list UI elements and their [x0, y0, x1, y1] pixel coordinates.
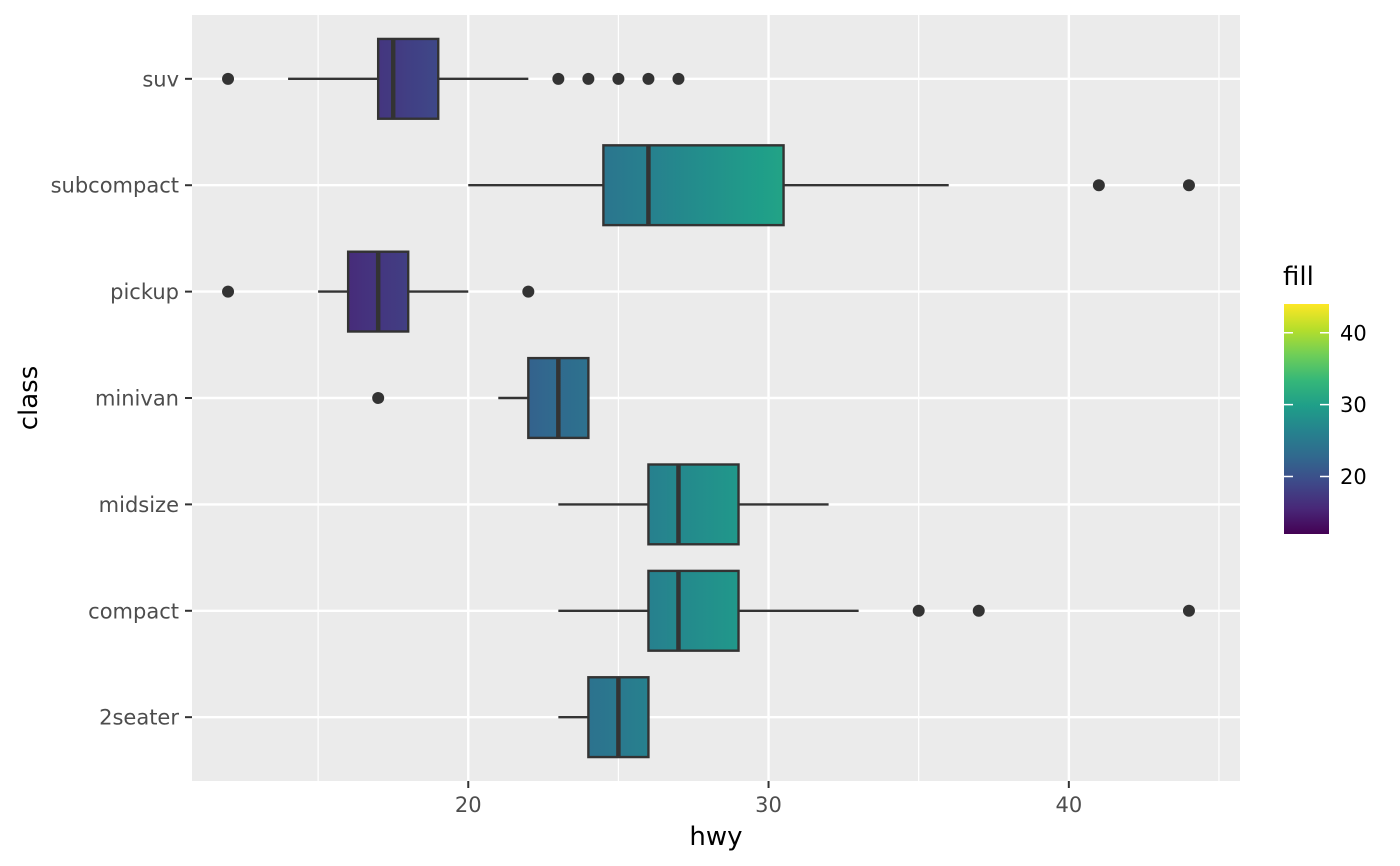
x-axis: 20 30 40 — [455, 781, 1082, 817]
legend-break-label: 40 — [1340, 321, 1367, 345]
outlier-point — [612, 72, 625, 85]
legend-break-label: 20 — [1340, 465, 1367, 489]
outlier-point — [972, 604, 985, 617]
y-tick-label: subcompact — [51, 174, 179, 198]
outlier-point — [522, 285, 535, 298]
outlier-point — [1092, 179, 1105, 192]
box-2seater — [558, 676, 650, 759]
y-tick-label: suv — [142, 67, 179, 91]
outlier-point — [912, 604, 925, 617]
outlier-point — [372, 392, 385, 404]
box-body — [602, 144, 785, 227]
outlier-point — [222, 72, 235, 85]
box-suv — [222, 37, 685, 120]
box-body — [376, 37, 440, 120]
box-body — [647, 463, 740, 546]
box-minivan — [372, 356, 590, 440]
outlier-point — [222, 285, 235, 298]
outlier-point — [552, 72, 565, 85]
outlier-point — [1182, 179, 1195, 192]
outlier-point — [1182, 604, 1195, 617]
legend-colorbar — [1284, 304, 1329, 534]
box-pickup — [222, 250, 535, 333]
box-compact — [558, 569, 1195, 652]
y-axis: 2seater compact midsize minivan pickup subcom… — [51, 67, 192, 730]
outlier-point — [582, 72, 595, 85]
legend: fill 20 30 40 — [1283, 262, 1367, 534]
box-subcompact — [468, 144, 1195, 227]
boxes-layer — [222, 37, 1195, 759]
y-tick-label: midsize — [99, 493, 179, 517]
y-tick-label: pickup — [110, 280, 179, 304]
outlier-point — [672, 72, 685, 85]
legend-title: fill — [1283, 262, 1314, 292]
x-tick-label: 30 — [755, 793, 782, 817]
y-tick-label: compact — [88, 599, 179, 623]
y-axis-title: class — [14, 366, 44, 431]
y-tick-label: 2seater — [99, 706, 179, 730]
box-body — [647, 569, 740, 652]
legend-break-label: 30 — [1340, 393, 1367, 417]
outlier-point — [642, 72, 655, 85]
y-tick-label: minivan — [95, 387, 179, 411]
x-tick-label: 20 — [455, 793, 482, 817]
x-tick-label: 40 — [1055, 793, 1082, 817]
box-midsize — [558, 463, 829, 546]
x-axis-title: hwy — [689, 822, 742, 852]
